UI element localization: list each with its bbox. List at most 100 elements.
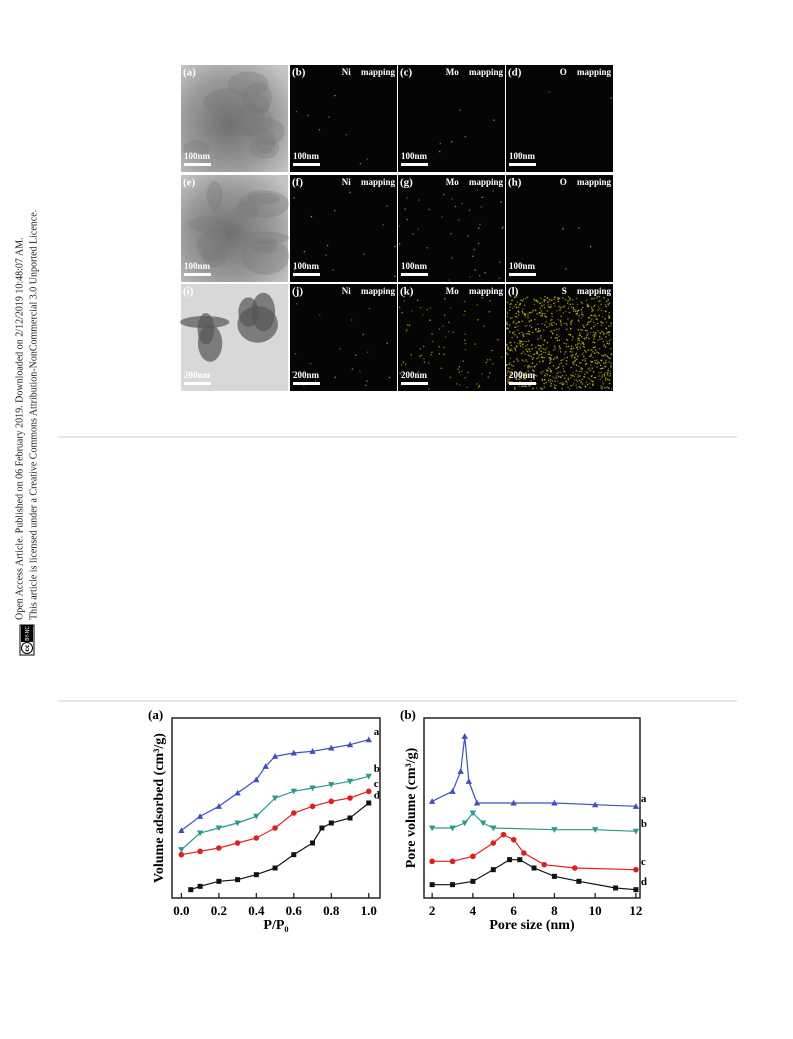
mapping-dot [540, 297, 542, 299]
mapping-dot [600, 303, 602, 306]
mapping-dot [610, 366, 612, 368]
mapping-dot [492, 363, 494, 365]
mapping-dot [571, 351, 573, 353]
series: c [178, 778, 379, 858]
mapping-dot [545, 321, 547, 323]
mapping-dot [510, 372, 512, 374]
mapping-dot [575, 344, 577, 346]
mapping-dot [601, 322, 603, 324]
mapping-dot [581, 313, 583, 315]
mapping-dot [573, 361, 575, 363]
mapping-dot [481, 196, 484, 198]
mapping-dot [582, 324, 584, 326]
mapping-dot [543, 299, 545, 301]
mapping-dot [582, 342, 585, 344]
marker [272, 865, 278, 871]
series: c [429, 831, 646, 873]
mapping-dot [605, 359, 607, 361]
mapping-dot [533, 374, 535, 376]
mapping-dot [423, 357, 425, 360]
mapping-dot [577, 319, 579, 321]
mapping-dot [608, 340, 610, 342]
mapping-dot [522, 351, 524, 353]
mapping-dot [532, 309, 535, 312]
marker [290, 788, 298, 795]
mapping-dot [515, 312, 517, 315]
marker [457, 768, 464, 774]
mapping-dot [507, 328, 509, 330]
mapping-dot [577, 329, 580, 331]
mapping-dot [599, 368, 602, 370]
mapping-dot [559, 309, 561, 311]
mapping-dot [572, 372, 574, 374]
mapping-dot [607, 304, 610, 306]
mapping-dot [429, 319, 431, 321]
mapping-dot [517, 314, 520, 316]
mapping-dot [557, 300, 559, 303]
mapping-dot [417, 299, 419, 301]
mapping-dot [592, 309, 594, 311]
mapping-dot [541, 302, 543, 304]
mapping-dot [585, 371, 587, 373]
scale-label: 100nm [509, 151, 536, 161]
mapping-dot [559, 347, 561, 349]
mapping-dot [464, 135, 466, 138]
mapping-dot [608, 316, 611, 318]
mapping-dot [607, 331, 609, 334]
mapping-dot [514, 330, 516, 333]
mapping-dot [555, 368, 557, 370]
mapping-dot [512, 365, 514, 367]
mapping-dot [539, 371, 542, 374]
mapping-dot [581, 302, 584, 305]
marker [271, 753, 279, 759]
mapping-dot [339, 348, 341, 350]
mapping-dot [529, 324, 531, 327]
mapping-dot [506, 374, 508, 376]
mapping-dot [438, 346, 440, 348]
panel-label: (l) [508, 286, 519, 298]
mapping-dot [572, 299, 574, 301]
mapping-dot [603, 375, 606, 377]
mapping-dot [489, 300, 491, 302]
scale-label: 100nm [509, 261, 536, 271]
mapping-dot [492, 190, 494, 192]
mapping-dot [531, 362, 534, 365]
x-tick-label: 4 [470, 903, 477, 918]
mapping-dot [518, 332, 521, 334]
marker [290, 749, 298, 756]
mapping-dot [572, 384, 574, 386]
mapping-dot [599, 338, 601, 340]
mapping-dot [512, 322, 515, 324]
mapping-dot [554, 305, 556, 307]
mapping-image [398, 65, 505, 172]
series-label: d [641, 876, 647, 888]
mapping-dot [589, 331, 592, 334]
marker [510, 836, 517, 843]
mapping-dot [318, 129, 321, 131]
mapping-dot [605, 365, 607, 368]
mapping-dot [520, 352, 523, 355]
mapping-dot [561, 383, 564, 386]
mapping-dot [394, 275, 396, 278]
mapping-dot [573, 375, 575, 378]
mapping-dot [537, 330, 540, 332]
mapping-dot [325, 254, 327, 256]
mapping-dot [520, 377, 522, 379]
tem-image [181, 65, 288, 172]
mapping-dot [450, 233, 452, 235]
mapping-dot [551, 324, 554, 326]
mapping-dot [609, 382, 611, 385]
mapping-dot [497, 339, 499, 341]
mapping-dot [426, 247, 428, 249]
mapping-dot [543, 382, 545, 385]
mapping-dot [401, 312, 403, 314]
mapping-dot [597, 330, 599, 332]
mapping-dot [506, 327, 509, 329]
mapping-dot [519, 381, 521, 383]
mapping-dot [558, 346, 561, 348]
mapping-dot [525, 345, 527, 347]
mapping-dot [599, 378, 601, 381]
mapping-dot [570, 374, 572, 376]
mapping-dot [602, 331, 604, 333]
mapping-image [398, 284, 505, 391]
